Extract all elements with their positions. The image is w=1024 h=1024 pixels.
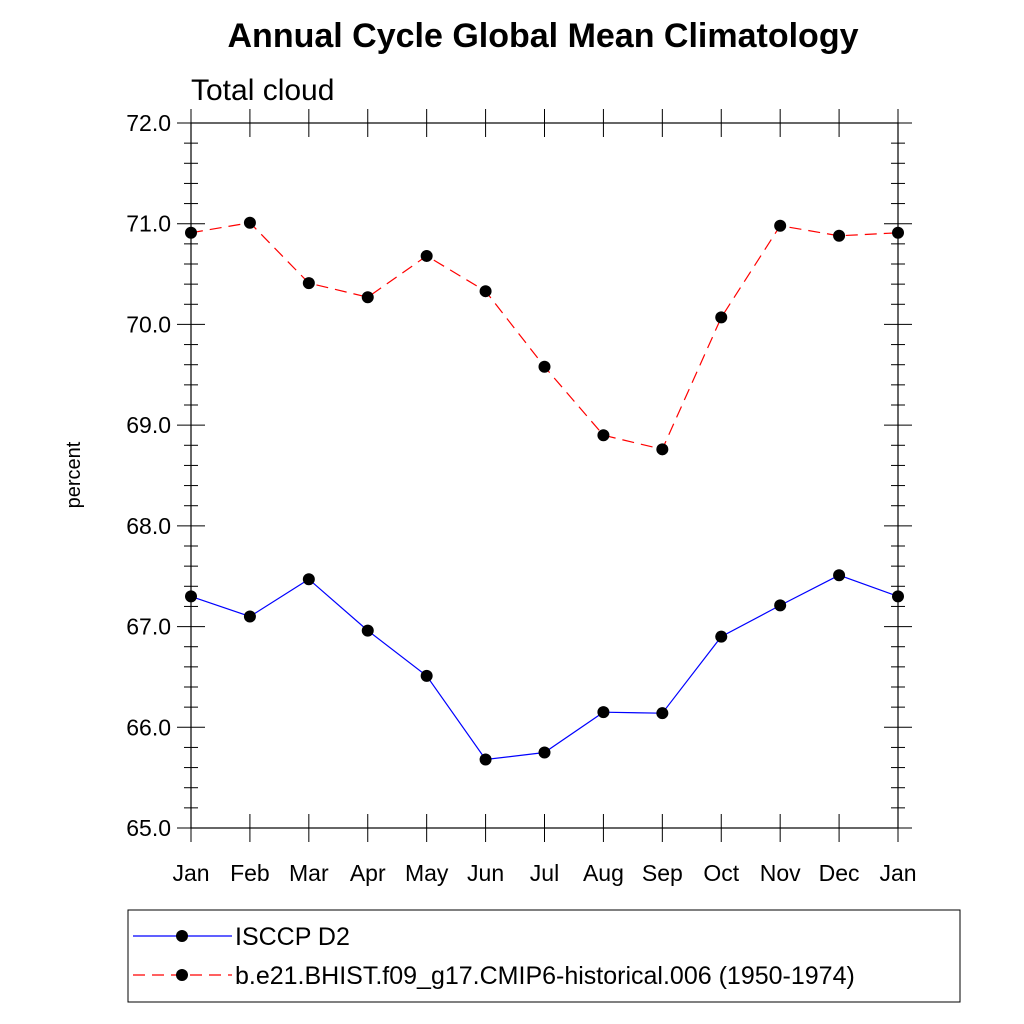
data-point-series-0 [715, 630, 728, 643]
y-tick-label: 66.0 [126, 714, 171, 740]
series-line-0 [190, 574, 899, 761]
data-point-series-0 [361, 624, 374, 637]
x-tick-label: Jun [467, 860, 504, 886]
data-point-series-0 [243, 610, 256, 623]
x-tick-label: Feb [230, 860, 270, 886]
x-tick-label: Apr [350, 860, 386, 886]
x-tick-label: Jan [172, 860, 209, 886]
data-point-series-0 [597, 706, 610, 719]
data-point-series-0 [774, 599, 787, 612]
legend: ISCCP D2 b.e21.BHIST.f09_g17.CMIP6-histor… [133, 923, 855, 990]
legend-label-0: ISCCP D2 [235, 923, 350, 951]
legend-box [127, 909, 961, 1003]
series-line-1 [190, 222, 899, 450]
x-tick-label: Jul [530, 860, 559, 886]
y-tick-label: 72.0 [126, 110, 171, 136]
x-tick-label: Nov [760, 860, 801, 886]
x-tick-label: Aug [583, 860, 624, 886]
data-point-series-1 [420, 249, 433, 262]
y-tick-label: 69.0 [126, 412, 171, 438]
legend-marker-0 [176, 930, 188, 942]
data-point-series-1 [833, 229, 846, 242]
plot-frame [190, 122, 899, 829]
data-point-series-0 [656, 707, 669, 720]
y-tick-label: 71.0 [126, 211, 171, 237]
data-point-series-0 [833, 569, 846, 582]
data-point-series-1 [479, 285, 492, 298]
y-tick-label: 70.0 [126, 311, 171, 337]
legend-label-1: b.e21.BHIST.f09_g17.CMIP6-historical.006… [235, 962, 855, 990]
data-point-series-1 [892, 226, 904, 239]
data-point-series-0 [538, 746, 551, 759]
data-point-series-1 [538, 360, 551, 373]
data-point-series-0 [302, 573, 315, 586]
legend-marker-1 [176, 969, 188, 981]
data-point-series-1 [774, 219, 787, 232]
y-tick-label: 68.0 [126, 513, 171, 539]
data-point-series-1 [302, 277, 315, 290]
data-point-series-0 [420, 669, 433, 682]
x-tick-label: Dec [819, 860, 860, 886]
axes: 65.0 66.0 67.0 68.0 69.0 70.0 71.0 72.0 Jan Feb Ma… [126, 109, 917, 886]
x-tick-label: Oct [703, 860, 739, 886]
chart-subtitle: Total cloud [191, 74, 334, 107]
data-point-series-1 [185, 226, 197, 239]
y-tick-label: 65.0 [126, 815, 171, 841]
series-layer [185, 216, 904, 766]
y-axis-label: percent [63, 441, 85, 508]
data-point-series-1 [656, 443, 669, 456]
y-tick-label: 67.0 [126, 614, 171, 640]
x-tick-label: Jan [879, 860, 916, 886]
x-tick-label: Sep [642, 860, 683, 886]
data-point-series-1 [361, 291, 374, 304]
x-tick-label: Mar [289, 860, 329, 886]
chart-title: Annual Cycle Global Mean Climatology [228, 17, 859, 55]
data-point-series-0 [479, 753, 492, 766]
x-tick-label: May [405, 860, 449, 886]
data-point-series-1 [243, 216, 256, 229]
data-point-series-1 [715, 311, 728, 324]
data-point-series-0 [185, 590, 197, 603]
data-point-series-1 [597, 429, 610, 442]
data-point-series-0 [892, 590, 904, 603]
